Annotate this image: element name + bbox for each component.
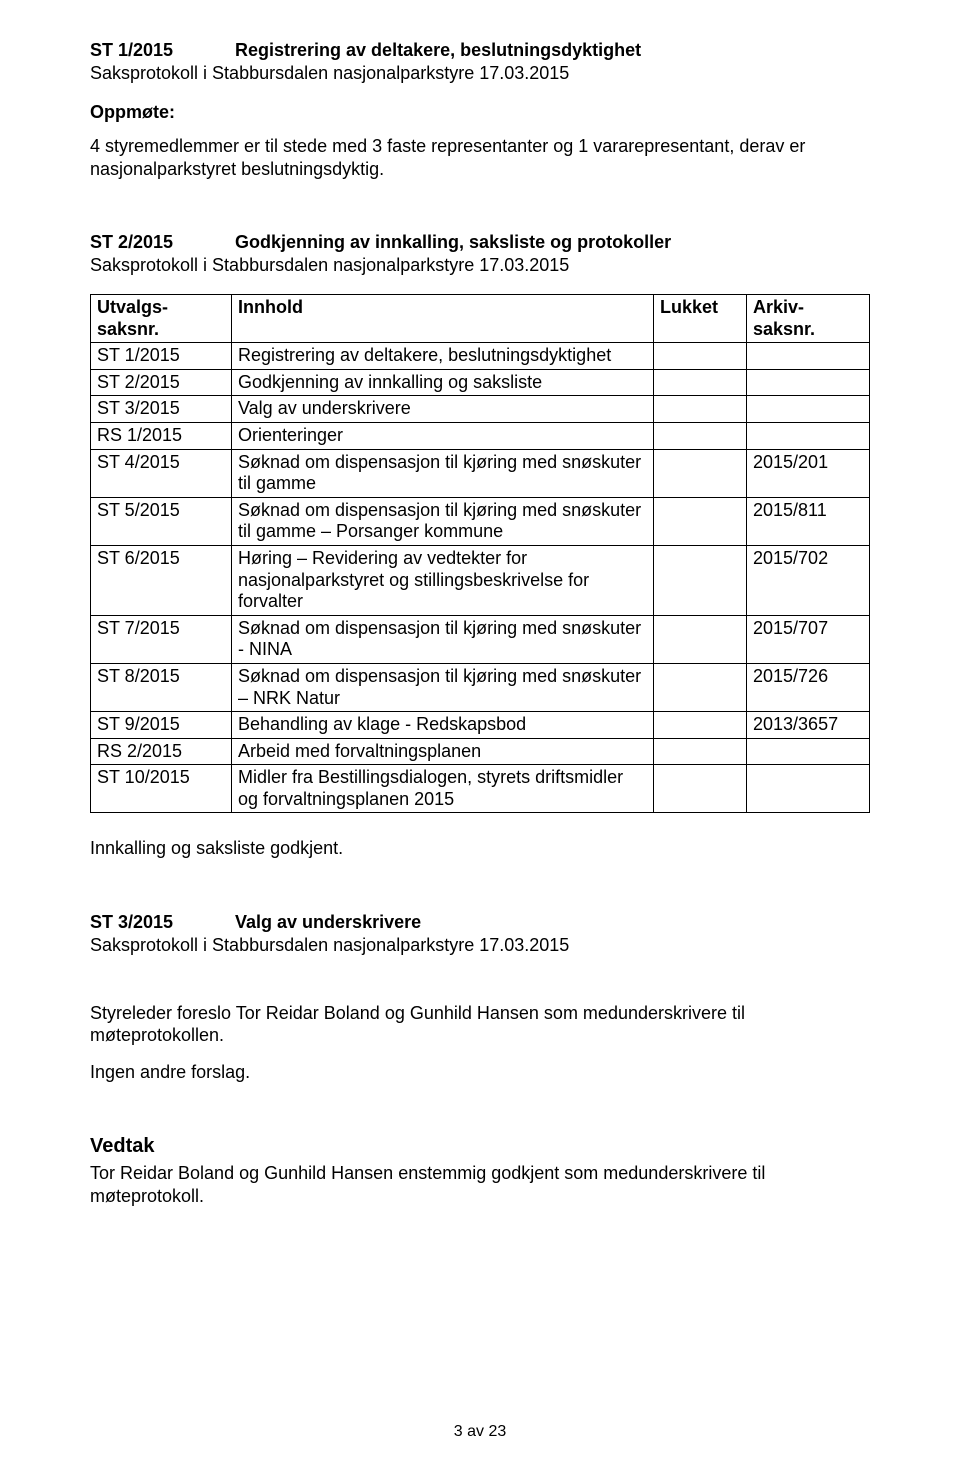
th-innhold: Innhold bbox=[232, 295, 654, 343]
cell-content: Arbeid med forvaltningsplanen bbox=[232, 738, 654, 765]
approval-line: Innkalling og saksliste godkjent. bbox=[90, 837, 870, 860]
cell-id: ST 8/2015 bbox=[91, 663, 232, 711]
section1-id: ST 1/2015 bbox=[90, 40, 230, 61]
cell-lukket bbox=[654, 396, 747, 423]
cell-content: Høring – Revidering av vedtekter for nas… bbox=[232, 545, 654, 615]
cell-arkiv: 2015/707 bbox=[747, 615, 870, 663]
vedtak-label: Vedtak bbox=[90, 1135, 870, 1158]
table-row: ST 3/2015Valg av underskrivere bbox=[91, 396, 870, 423]
table-row: RS 1/2015Orienteringer bbox=[91, 422, 870, 449]
table-row: ST 1/2015Registrering av deltakere, besl… bbox=[91, 343, 870, 370]
cell-content: Midler fra Bestillingsdialogen, styrets … bbox=[232, 765, 654, 813]
th-utvalg: Utvalgs-saksnr. bbox=[91, 295, 232, 343]
cell-content: Søknad om dispensasjon til kjøring med s… bbox=[232, 663, 654, 711]
cell-lukket bbox=[654, 765, 747, 813]
table-row: RS 2/2015Arbeid med forvaltningsplanen bbox=[91, 738, 870, 765]
section3-body1: Styreleder foreslo Tor Reidar Boland og … bbox=[90, 1002, 870, 1047]
table-row: ST 10/2015Midler fra Bestillingsdialogen… bbox=[91, 765, 870, 813]
cell-id: ST 6/2015 bbox=[91, 545, 232, 615]
cell-lukket bbox=[654, 422, 747, 449]
cell-arkiv: 2015/702 bbox=[747, 545, 870, 615]
cell-lukket bbox=[654, 343, 747, 370]
cell-id: ST 4/2015 bbox=[91, 449, 232, 497]
section3-protocol: Saksprotokoll i Stabbursdalen nasjonalpa… bbox=[90, 935, 870, 956]
cell-id: ST 9/2015 bbox=[91, 712, 232, 739]
cell-arkiv: 2015/201 bbox=[747, 449, 870, 497]
saksliste-table: Utvalgs-saksnr. Innhold Lukket Arkiv-sak… bbox=[90, 294, 870, 813]
cell-lukket bbox=[654, 712, 747, 739]
cell-content: Søknad om dispensasjon til kjøring med s… bbox=[232, 497, 654, 545]
cell-arkiv: 2015/811 bbox=[747, 497, 870, 545]
cell-id: ST 2/2015 bbox=[91, 369, 232, 396]
cell-id: RS 1/2015 bbox=[91, 422, 232, 449]
cell-content: Godkjenning av innkalling og saksliste bbox=[232, 369, 654, 396]
table-row: ST 7/2015Søknad om dispensasjon til kjør… bbox=[91, 615, 870, 663]
table-row: ST 6/2015Høring – Revidering av vedtekte… bbox=[91, 545, 870, 615]
cell-lukket bbox=[654, 545, 747, 615]
cell-lukket bbox=[654, 738, 747, 765]
section1-title: Registrering av deltakere, beslutningsdy… bbox=[235, 40, 641, 60]
table-row: ST 5/2015Søknad om dispensasjon til kjør… bbox=[91, 497, 870, 545]
cell-lukket bbox=[654, 615, 747, 663]
cell-arkiv bbox=[747, 422, 870, 449]
cell-lukket bbox=[654, 497, 747, 545]
cell-lukket bbox=[654, 663, 747, 711]
cell-content: Valg av underskrivere bbox=[232, 396, 654, 423]
cell-arkiv bbox=[747, 343, 870, 370]
cell-arkiv: 2013/3657 bbox=[747, 712, 870, 739]
cell-id: ST 3/2015 bbox=[91, 396, 232, 423]
table-header-row: Utvalgs-saksnr. Innhold Lukket Arkiv-sak… bbox=[91, 295, 870, 343]
th-arkiv: Arkiv-saksnr. bbox=[747, 295, 870, 343]
oppmote-text: 4 styremedlemmer er til stede med 3 fast… bbox=[90, 135, 870, 180]
table-row: ST 4/2015Søknad om dispensasjon til kjør… bbox=[91, 449, 870, 497]
cell-id: ST 10/2015 bbox=[91, 765, 232, 813]
table-row: ST 8/2015Søknad om dispensasjon til kjør… bbox=[91, 663, 870, 711]
section2-protocol: Saksprotokoll i Stabbursdalen nasjonalpa… bbox=[90, 255, 870, 276]
cell-content: Behandling av klage - Redskapsbod bbox=[232, 712, 654, 739]
cell-lukket bbox=[654, 369, 747, 396]
vedtak-text: Tor Reidar Boland og Gunhild Hansen enst… bbox=[90, 1162, 870, 1207]
cell-arkiv bbox=[747, 369, 870, 396]
section2-title: Godkjenning av innkalling, saksliste og … bbox=[235, 232, 671, 252]
oppmote-label: Oppmøte: bbox=[90, 102, 870, 123]
section3-id: ST 3/2015 bbox=[90, 912, 230, 933]
section3-body2: Ingen andre forslag. bbox=[90, 1061, 870, 1084]
cell-arkiv: 2015/726 bbox=[747, 663, 870, 711]
table-row: ST 2/2015Godkjenning av innkalling og sa… bbox=[91, 369, 870, 396]
section3-heading: ST 3/2015 Valg av underskrivere bbox=[90, 912, 870, 933]
page-footer: 3 av 23 bbox=[0, 1423, 960, 1441]
cell-id: ST 7/2015 bbox=[91, 615, 232, 663]
cell-arkiv bbox=[747, 765, 870, 813]
section1-protocol: Saksprotokoll i Stabbursdalen nasjonalpa… bbox=[90, 63, 870, 84]
cell-lukket bbox=[654, 449, 747, 497]
cell-arkiv bbox=[747, 396, 870, 423]
cell-content: Søknad om dispensasjon til kjøring med s… bbox=[232, 449, 654, 497]
section2-heading: ST 2/2015 Godkjenning av innkalling, sak… bbox=[90, 232, 870, 253]
cell-id: ST 1/2015 bbox=[91, 343, 232, 370]
cell-content: Søknad om dispensasjon til kjøring med s… bbox=[232, 615, 654, 663]
section2-id: ST 2/2015 bbox=[90, 232, 230, 253]
table-row: ST 9/2015Behandling av klage - Redskapsb… bbox=[91, 712, 870, 739]
cell-id: RS 2/2015 bbox=[91, 738, 232, 765]
cell-content: Orienteringer bbox=[232, 422, 654, 449]
cell-arkiv bbox=[747, 738, 870, 765]
section3-title: Valg av underskrivere bbox=[235, 912, 421, 932]
section1-heading: ST 1/2015 Registrering av deltakere, bes… bbox=[90, 40, 870, 61]
cell-id: ST 5/2015 bbox=[91, 497, 232, 545]
th-lukket: Lukket bbox=[654, 295, 747, 343]
cell-content: Registrering av deltakere, beslutningsdy… bbox=[232, 343, 654, 370]
